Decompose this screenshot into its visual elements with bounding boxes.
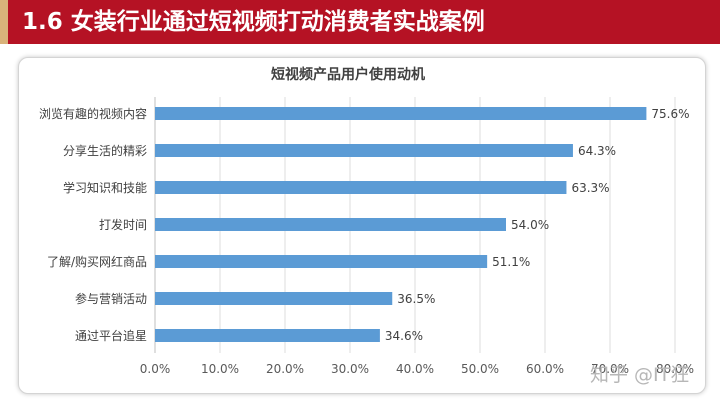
x-tick-label: 50.0% bbox=[461, 362, 499, 376]
x-tick-label: 0.0% bbox=[140, 362, 171, 376]
x-tick-label: 60.0% bbox=[526, 362, 564, 376]
x-tick-label: 80.0% bbox=[656, 362, 694, 376]
data-label: 75.6% bbox=[651, 107, 689, 121]
data-label: 64.3% bbox=[578, 144, 616, 158]
data-label: 51.1% bbox=[492, 255, 530, 269]
x-tick-label: 70.0% bbox=[591, 362, 629, 376]
x-tick-label: 20.0% bbox=[266, 362, 304, 376]
x-tick-label: 30.0% bbox=[331, 362, 369, 376]
chart-title: 短视频产品用户使用动机 bbox=[271, 66, 425, 83]
bar bbox=[155, 218, 506, 231]
bar bbox=[155, 144, 573, 157]
category-label: 浏览有趣的视频内容 bbox=[39, 106, 147, 121]
title-banner: 1.6 女装行业通过短视频打动消费者实战案例 bbox=[0, 0, 720, 44]
bar bbox=[155, 181, 567, 194]
category-label: 了解/购买网红商品 bbox=[47, 254, 147, 269]
data-label: 63.3% bbox=[571, 181, 609, 195]
category-label: 通过平台追星 bbox=[75, 328, 147, 343]
category-label: 学习知识和技能 bbox=[63, 180, 147, 195]
bar bbox=[155, 107, 647, 120]
data-label: 34.6% bbox=[385, 329, 423, 343]
page-title: 1.6 女装行业通过短视频打动消费者实战案例 bbox=[22, 9, 485, 35]
bar bbox=[155, 329, 380, 342]
category-label: 分享生活的精彩 bbox=[63, 143, 147, 158]
banner-accent bbox=[0, 0, 8, 44]
data-label: 54.0% bbox=[511, 218, 549, 232]
x-tick-label: 40.0% bbox=[396, 362, 434, 376]
category-label: 参与营销活动 bbox=[75, 291, 147, 306]
bar bbox=[155, 292, 393, 305]
category-label: 打发时间 bbox=[99, 217, 147, 232]
watermark-text: 知乎 @IT狂 bbox=[590, 364, 690, 386]
bar bbox=[155, 255, 488, 268]
data-label: 36.5% bbox=[397, 292, 435, 306]
x-tick-label: 10.0% bbox=[201, 362, 239, 376]
